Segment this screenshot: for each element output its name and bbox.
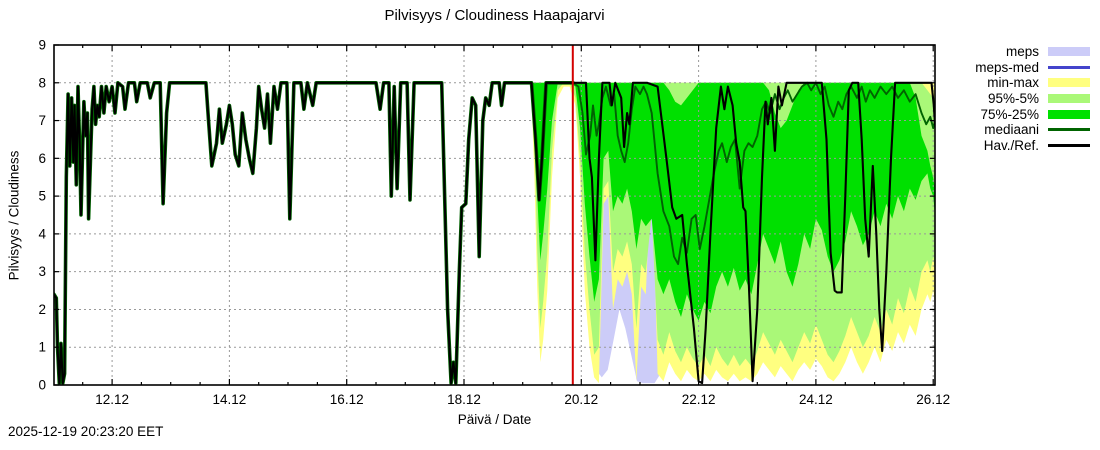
chart-timestamp: 2025-12-19 20:23:20 EET	[8, 424, 164, 439]
mediaani-line	[572, 81, 935, 266]
gridlines	[54, 45, 935, 385]
svg-text:9: 9	[38, 38, 46, 53]
data-lines	[54, 45, 935, 385]
svg-text:12.12: 12.12	[95, 392, 129, 407]
band-layers	[531, 82, 935, 384]
chart-title: Pilvisyys / Cloudiness Haapajarvi	[384, 7, 605, 24]
p75-25-legend-swatch-icon	[1048, 109, 1090, 119]
x-axis-title: Päivä / Date	[457, 412, 532, 427]
svg-text:2: 2	[38, 302, 46, 317]
svg-text:26.12: 26.12	[916, 392, 950, 407]
p75-band	[531, 82, 935, 321]
svg-text:16.12: 16.12	[330, 392, 364, 407]
legend-label-meps: meps	[1005, 44, 1039, 60]
legend-item-min-max: min-max	[975, 75, 1090, 91]
svg-text:6: 6	[38, 151, 46, 166]
svg-text:22.12: 22.12	[682, 392, 716, 407]
legend-item-havref: Hav./Ref.	[975, 138, 1090, 154]
legend-item-mediaani: mediaani	[975, 122, 1090, 138]
svg-text:0: 0	[38, 378, 46, 393]
meps-legend-swatch-icon	[1048, 47, 1090, 57]
legend-label-min-max: min-max	[987, 75, 1039, 91]
legend: meps meps-med min-max 95%-5% 75%-25% mediaani…	[975, 44, 1090, 153]
y-tick-labels: 0 1 2 3 4 5 6 7 8 9	[38, 38, 46, 393]
legend-label-p95-5: 95%-5%	[987, 91, 1039, 107]
hav-ref-line	[54, 81, 935, 385]
legend-label-meps-med: meps-med	[975, 59, 1039, 75]
legend-item-meps-med: meps-med	[975, 60, 1090, 76]
legend-item-p95-5: 95%-5%	[975, 91, 1090, 107]
svg-text:7: 7	[38, 113, 46, 128]
legend-item-p75-25: 75%-25%	[975, 106, 1090, 122]
legend-label-mediaani: mediaani	[984, 122, 1039, 138]
mediaani-legend-swatch-icon	[1048, 128, 1090, 132]
svg-text:14.12: 14.12	[213, 392, 247, 407]
min-max-legend-swatch-icon	[1048, 78, 1090, 88]
mediaani-obs-halo	[54, 81, 575, 385]
svg-text:4: 4	[38, 226, 46, 241]
legend-label-havref: Hav./Ref.	[983, 137, 1039, 153]
svg-text:3: 3	[38, 264, 46, 279]
havref-legend-swatch-icon	[1048, 143, 1090, 147]
svg-text:20.12: 20.12	[564, 392, 598, 407]
legend-label-p75-25: 75%-25%	[980, 106, 1039, 122]
svg-text:18.12: 18.12	[447, 392, 481, 407]
axis-ticks	[54, 44, 935, 386]
meps-med-legend-swatch-icon	[1048, 65, 1090, 69]
plot-frame	[53, 44, 936, 386]
p95-5-legend-swatch-icon	[1048, 94, 1090, 104]
x-tick-labels: 12.12 14.12 16.12 18.12 20.12 22.12 24.12 26.12	[95, 392, 950, 407]
svg-text:5: 5	[38, 189, 46, 204]
legend-item-meps: meps	[975, 44, 1090, 60]
svg-text:8: 8	[38, 75, 46, 90]
svg-text:24.12: 24.12	[799, 392, 833, 407]
svg-text:1: 1	[38, 340, 46, 355]
